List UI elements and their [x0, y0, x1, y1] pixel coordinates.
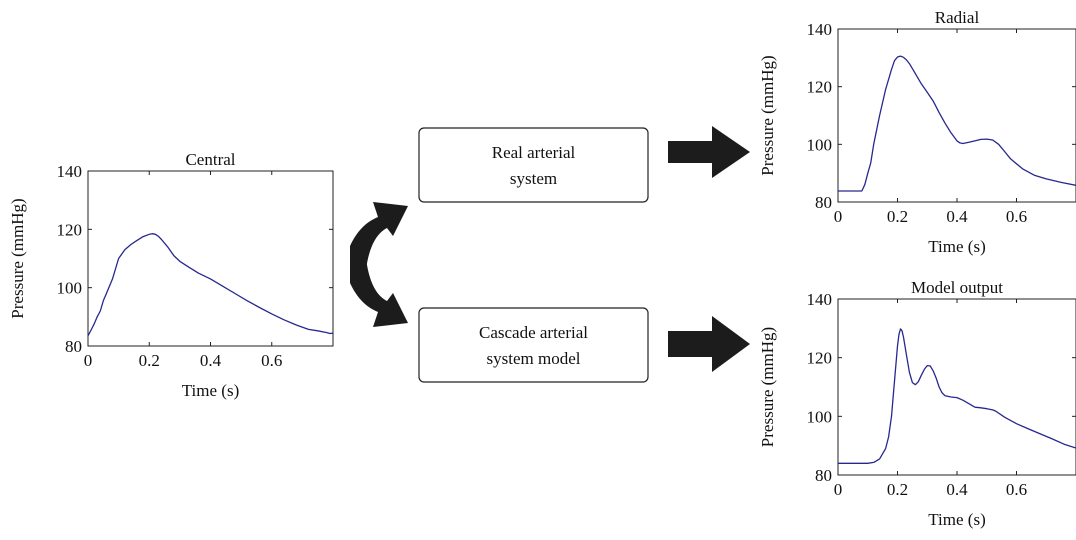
radial-y-tick-label: 140	[807, 20, 833, 39]
central-x-tick-label: 0	[84, 351, 93, 370]
model-x-tick-label: 0.6	[1006, 480, 1027, 499]
central-y-axis-label: Pressure (mmHg)	[8, 198, 27, 318]
central-y-tick-label: 80	[65, 337, 82, 356]
arrow-right-top-icon	[668, 126, 750, 178]
chart-central: Central 0 0.2 0.4 0.6 80 100 120 140 Time (s) Pres…	[8, 150, 334, 400]
chart-radial: Radial 0 0.2 0.4 0.6 80 100 120 140 Time (s) Press…	[758, 8, 1076, 256]
radial-y-tick-label: 80	[815, 193, 832, 212]
cascade-box-line-1: Cascade arterial	[479, 323, 588, 342]
model-y-tick-label: 100	[807, 407, 833, 426]
central-y-tick-label: 100	[57, 279, 83, 298]
radial-y-tick-label: 120	[807, 78, 833, 97]
central-y-tick-label: 120	[57, 220, 83, 239]
radial-axes-frame	[837, 28, 1076, 203]
model-y-tick-label: 140	[807, 290, 833, 309]
radial-x-tick-label: 0.2	[887, 207, 908, 226]
radial-x-tick-label: 0.4	[946, 207, 968, 226]
cascade-box-line-2: system model	[487, 349, 581, 368]
radial-series-line	[837, 55, 1076, 192]
central-x-tick-label: 0.2	[139, 351, 160, 370]
model-x-tick-label: 0.2	[887, 480, 908, 499]
model-y-tick-label: 120	[807, 349, 833, 368]
radial-y-tick-label: 100	[807, 135, 833, 154]
central-chart-title: Central	[185, 150, 235, 169]
radial-x-tick-label: 0.6	[1006, 207, 1027, 226]
model-series-line	[837, 328, 1076, 464]
model-y-tick-label: 80	[815, 466, 832, 485]
radial-chart-title: Radial	[935, 8, 980, 27]
radial-y-axis-label: Pressure (mmHg)	[758, 55, 777, 175]
arrow-right-bottom-icon	[668, 316, 750, 372]
model-chart-title: Model output	[911, 278, 1003, 297]
radial-x-axis-label: Time (s)	[928, 237, 985, 256]
model-y-axis-label: Pressure (mmHg)	[758, 327, 777, 447]
real-box-line-2: system	[510, 169, 557, 188]
central-series-line	[87, 233, 334, 337]
central-x-axis-label: Time (s)	[182, 381, 239, 400]
radial-x-tick-label: 0	[834, 207, 843, 226]
central-axes-frame	[87, 170, 334, 347]
model-x-tick-label: 0.4	[946, 480, 968, 499]
real-box-line-1: Real arterial	[492, 143, 576, 162]
central-y-tick-label: 140	[57, 162, 83, 181]
model-x-tick-label: 0	[834, 480, 843, 499]
model-axes-frame	[837, 298, 1076, 476]
cascade-arterial-model-box: Cascade arterial system model	[418, 307, 649, 383]
central-x-tick-label: 0.4	[200, 351, 222, 370]
real-arterial-system-frame	[418, 127, 649, 203]
split-arrow-icon	[350, 202, 408, 327]
real-arterial-system-box: Real arterial system	[418, 127, 649, 203]
central-x-tick-label: 0.6	[261, 351, 282, 370]
cascade-arterial-model-frame	[418, 307, 649, 383]
chart-model: Model output 0 0.2 0.4 0.6 80 100 120 140 Time (s…	[758, 278, 1076, 529]
model-x-axis-label: Time (s)	[928, 510, 985, 529]
